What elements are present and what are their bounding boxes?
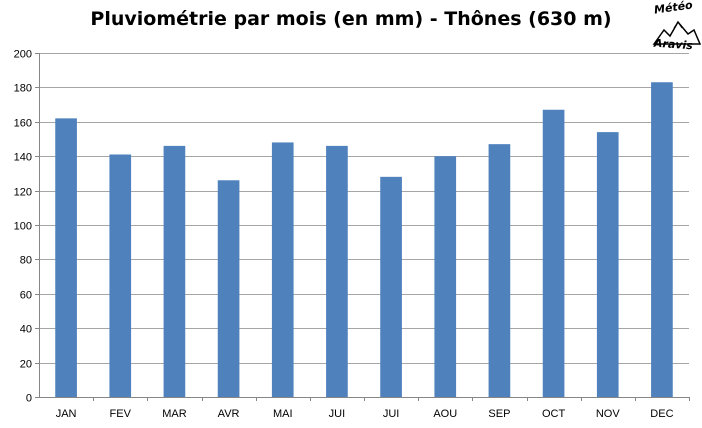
- y-tick-labels: 0 20 40 60 80 100 120 140 160 180 200: [14, 49, 32, 405]
- y-tick-label: 40: [20, 324, 32, 336]
- bars: [55, 82, 673, 398]
- bar: [326, 145, 348, 397]
- x-tick-label: SEP: [488, 408, 510, 420]
- y-tick-label: 200: [14, 49, 32, 61]
- y-tick-label: 140: [14, 152, 32, 164]
- axes: [35, 53, 690, 401]
- bar: [596, 132, 619, 397]
- y-tick-label: 20: [20, 359, 32, 371]
- bar: [163, 145, 186, 397]
- y-tick-label: 180: [14, 83, 32, 95]
- bar: [434, 156, 457, 397]
- y-tick-label: 60: [20, 290, 32, 302]
- bar: [109, 154, 132, 397]
- y-tick-label: 100: [14, 221, 32, 233]
- x-tick-labels: JAN FEV MAR AVR MAI JUI JUI AOU SEP OCT NOV DEC: [56, 408, 674, 420]
- bar: [217, 180, 240, 397]
- x-tick-label: AVR: [218, 408, 240, 420]
- bar: [651, 82, 673, 398]
- grid-lines: [39, 53, 689, 398]
- bar: [55, 118, 77, 398]
- x-tick-label: NOV: [596, 408, 621, 420]
- x-tick-label: MAI: [273, 408, 293, 420]
- bar: [271, 142, 294, 397]
- bar: [542, 109, 565, 397]
- meteo-aravis-logo: Météo Aravis: [648, 0, 702, 56]
- x-tick-label: JUI: [383, 408, 400, 420]
- x-tick-label: AOU: [433, 408, 457, 420]
- x-tick-label: JAN: [56, 408, 77, 420]
- mountain-icon: [652, 20, 702, 45]
- y-tick-label: 0: [26, 393, 32, 405]
- y-tick-label: 80: [20, 255, 32, 267]
- bar: [488, 144, 511, 397]
- x-tick-label: MAR: [162, 408, 187, 420]
- y-tick-label: 160: [14, 118, 32, 130]
- y-tick-label: 120: [14, 187, 32, 199]
- x-tick-label: FEV: [110, 408, 132, 420]
- bar: [380, 176, 402, 397]
- x-tick-label: DEC: [650, 408, 673, 420]
- x-tick-label: JUI: [329, 408, 346, 420]
- chart-title: Pluviométrie par mois (en mm) - Thônes (…: [90, 8, 612, 30]
- x-tick-label: OCT: [542, 408, 566, 420]
